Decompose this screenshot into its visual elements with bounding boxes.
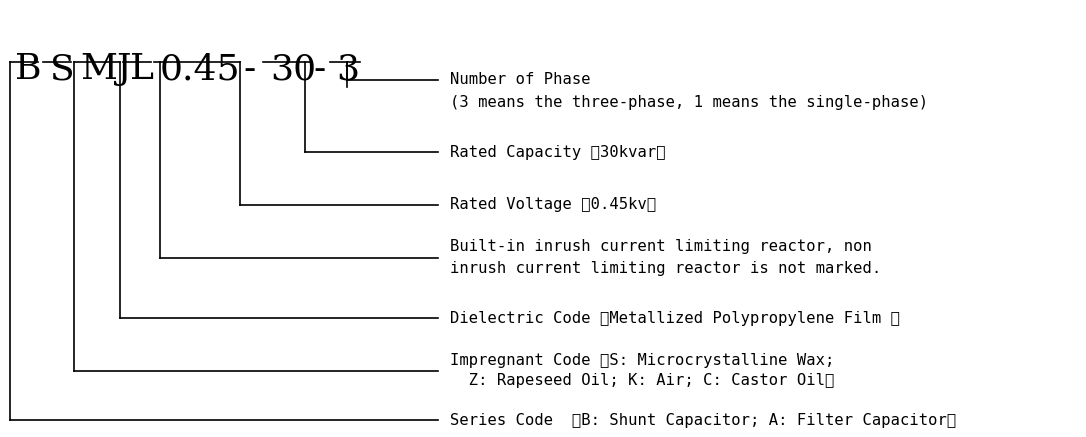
Text: B: B: [15, 52, 41, 86]
Text: Number of Phase: Number of Phase: [450, 73, 591, 87]
Text: Rated Capacity （30kvar）: Rated Capacity （30kvar）: [450, 145, 666, 160]
Text: Impregnant Code （S: Microcrystalline Wax;: Impregnant Code （S: Microcrystalline Wax…: [450, 353, 834, 368]
Text: Series Code  （B: Shunt Capacitor; A: Filter Capacitor）: Series Code （B: Shunt Capacitor; A: Filt…: [450, 413, 957, 427]
Text: Z: Rapeseed Oil; K: Air; C: Castor Oil）: Z: Rapeseed Oil; K: Air; C: Castor Oil）: [450, 374, 834, 388]
Text: Rated Voltage （0.45kv）: Rated Voltage （0.45kv）: [450, 198, 656, 212]
Text: -: -: [313, 52, 325, 86]
Text: -: -: [243, 52, 255, 86]
Text: 3: 3: [336, 52, 359, 86]
Text: S: S: [50, 52, 75, 86]
Text: L: L: [130, 52, 154, 86]
Text: MJ: MJ: [80, 52, 131, 86]
Text: Built-in inrush current limiting reactor, non: Built-in inrush current limiting reactor…: [450, 239, 872, 254]
Text: Dielectric Code （Metallized Polypropylene Film ）: Dielectric Code （Metallized Polypropylen…: [450, 311, 900, 326]
Text: 30: 30: [270, 52, 316, 86]
Text: (3 means the three-phase, 1 means the single-phase): (3 means the three-phase, 1 means the si…: [450, 96, 929, 111]
Text: 0.45: 0.45: [160, 52, 241, 86]
Text: inrush current limiting reactor is not marked.: inrush current limiting reactor is not m…: [450, 260, 881, 275]
